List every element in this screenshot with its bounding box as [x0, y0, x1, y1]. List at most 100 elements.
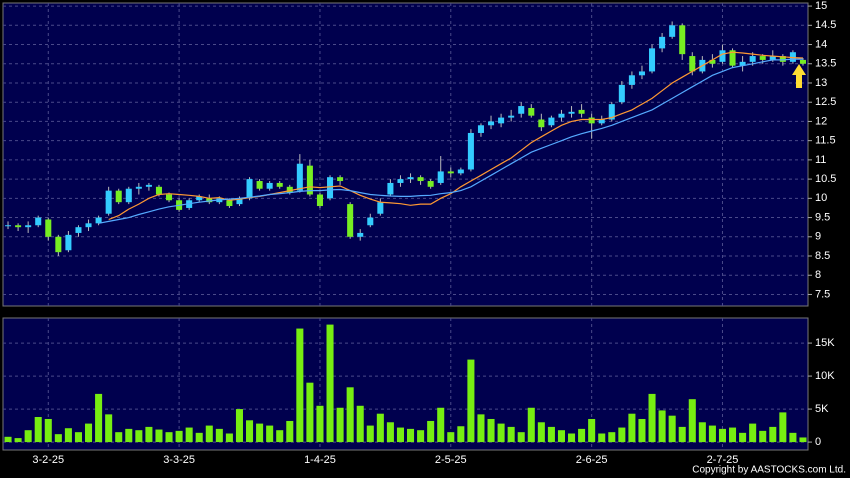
y-tick-label: 15 — [815, 0, 827, 12]
candle-body — [226, 200, 233, 207]
y-tick-label: 11 — [815, 154, 826, 166]
candle-body — [266, 182, 273, 189]
candle-body — [417, 177, 424, 182]
volume-bar — [356, 405, 364, 443]
candle-body — [135, 186, 142, 189]
y-tick-label: 7.5 — [815, 288, 830, 300]
volume-bar — [125, 428, 133, 443]
candle-body — [155, 186, 162, 195]
volume-bar — [336, 407, 344, 443]
candle-body — [427, 181, 434, 187]
volume-bar — [588, 418, 596, 443]
y-tick-label: 0 — [815, 436, 821, 448]
candle-body — [65, 234, 72, 251]
volume-bar — [437, 407, 445, 443]
volume-bar — [668, 415, 676, 443]
volume-bar — [618, 427, 626, 443]
candle-body — [488, 121, 495, 126]
x-tick-label: 3-3-25 — [163, 454, 195, 466]
volume-bar — [467, 359, 475, 443]
price-panel — [2, 2, 809, 307]
candle-body — [15, 225, 22, 228]
candle-body — [25, 225, 32, 228]
y-tick-label: 14.5 — [815, 19, 836, 31]
candle-body — [407, 177, 414, 180]
candle-body — [206, 198, 213, 203]
volume-bar — [64, 428, 72, 443]
candle-body — [246, 179, 253, 199]
volume-bar — [276, 430, 284, 443]
volume-bar — [698, 422, 706, 443]
x-tick-label: 2-7-25 — [707, 454, 739, 466]
candle-body — [769, 56, 776, 60]
volume-bar — [34, 417, 42, 443]
volume-bar — [24, 430, 32, 443]
y-tick-label: 12.5 — [815, 96, 836, 108]
candle-body — [679, 25, 686, 55]
volume-bar — [598, 433, 606, 443]
candle-body — [387, 182, 394, 195]
moving-average-line — [98, 58, 803, 224]
volume-bar — [718, 428, 726, 443]
volume-bar — [688, 399, 696, 443]
volume-bar — [14, 438, 22, 443]
volume-bar — [568, 433, 576, 443]
candle-body — [528, 107, 535, 116]
volume-bar — [477, 414, 485, 443]
volume-bar — [366, 425, 374, 443]
volume-bar — [517, 432, 525, 443]
candle-body — [649, 48, 656, 72]
volume-bar — [95, 393, 103, 443]
volume-bar — [638, 418, 646, 443]
candle-body — [508, 115, 515, 118]
volume-bar — [507, 426, 515, 443]
y-tick-label: 10.5 — [815, 173, 836, 185]
candle-body — [236, 198, 243, 205]
volume-bar — [749, 423, 757, 443]
candle-body — [286, 186, 293, 193]
candle-body — [447, 171, 454, 174]
volume-bar — [44, 418, 52, 443]
candle-body — [85, 223, 92, 228]
volume-bar — [326, 324, 334, 443]
volume-bar — [105, 414, 113, 443]
volume-bar — [386, 422, 394, 443]
credit: Copyright by AASTOCKS.com Ltd. — [692, 465, 846, 476]
y-tick-label: 10 — [815, 192, 827, 204]
volume-bar — [417, 430, 425, 443]
candle-body — [558, 113, 565, 118]
volume-bar — [628, 413, 636, 443]
volume-bar — [85, 423, 93, 443]
volume-bar — [527, 407, 535, 443]
y-tick-label: 11.5 — [815, 135, 836, 147]
volume-bar — [608, 432, 616, 443]
candle-body — [367, 217, 374, 226]
volume-bar — [286, 420, 294, 443]
candle-body — [296, 163, 303, 191]
y-tick-label: 10K — [815, 370, 835, 382]
candle-body — [75, 227, 82, 233]
candle-body — [256, 181, 263, 189]
volume-bar — [457, 426, 465, 443]
candle-body — [397, 179, 404, 183]
volume-bar — [256, 423, 264, 443]
candle-body — [105, 190, 112, 214]
candle-body — [145, 184, 152, 187]
x-tick-label: 3-2-25 — [32, 454, 64, 466]
candle-body — [799, 59, 806, 64]
volume-bar — [789, 432, 797, 443]
candle-body — [568, 111, 575, 114]
volume-bar — [396, 427, 404, 443]
candle-body — [588, 117, 595, 124]
volume-bar — [155, 429, 163, 443]
candle-body — [638, 71, 645, 76]
candle-body — [518, 106, 525, 114]
candle-body — [45, 219, 52, 237]
volume-bar — [225, 433, 233, 443]
volume-bar — [235, 409, 243, 443]
volume-bar — [497, 423, 505, 443]
volume-bar — [779, 412, 787, 443]
volume-bar — [407, 428, 415, 443]
